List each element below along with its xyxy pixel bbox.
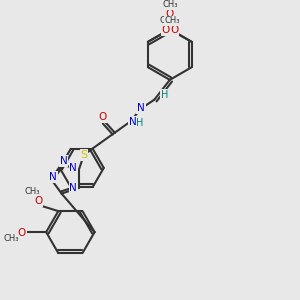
Text: O: O — [98, 112, 107, 122]
Text: S: S — [80, 150, 88, 160]
Text: N: N — [69, 183, 77, 193]
Text: N: N — [128, 117, 136, 127]
Text: O: O — [18, 228, 26, 238]
Text: CH₃: CH₃ — [3, 234, 19, 243]
Text: CH₃: CH₃ — [160, 16, 175, 26]
Text: N: N — [69, 163, 77, 173]
Text: N: N — [137, 103, 145, 113]
Text: O: O — [166, 9, 174, 19]
Text: N: N — [49, 172, 57, 182]
Text: O: O — [161, 25, 169, 35]
Text: H: H — [160, 90, 168, 100]
Text: CH₃: CH₃ — [24, 187, 40, 196]
Text: H: H — [136, 118, 144, 128]
Text: CH₃: CH₃ — [162, 1, 178, 10]
Text: N: N — [60, 156, 68, 166]
Text: O: O — [170, 25, 178, 35]
Text: CH₃: CH₃ — [164, 16, 180, 26]
Text: O: O — [34, 196, 43, 206]
